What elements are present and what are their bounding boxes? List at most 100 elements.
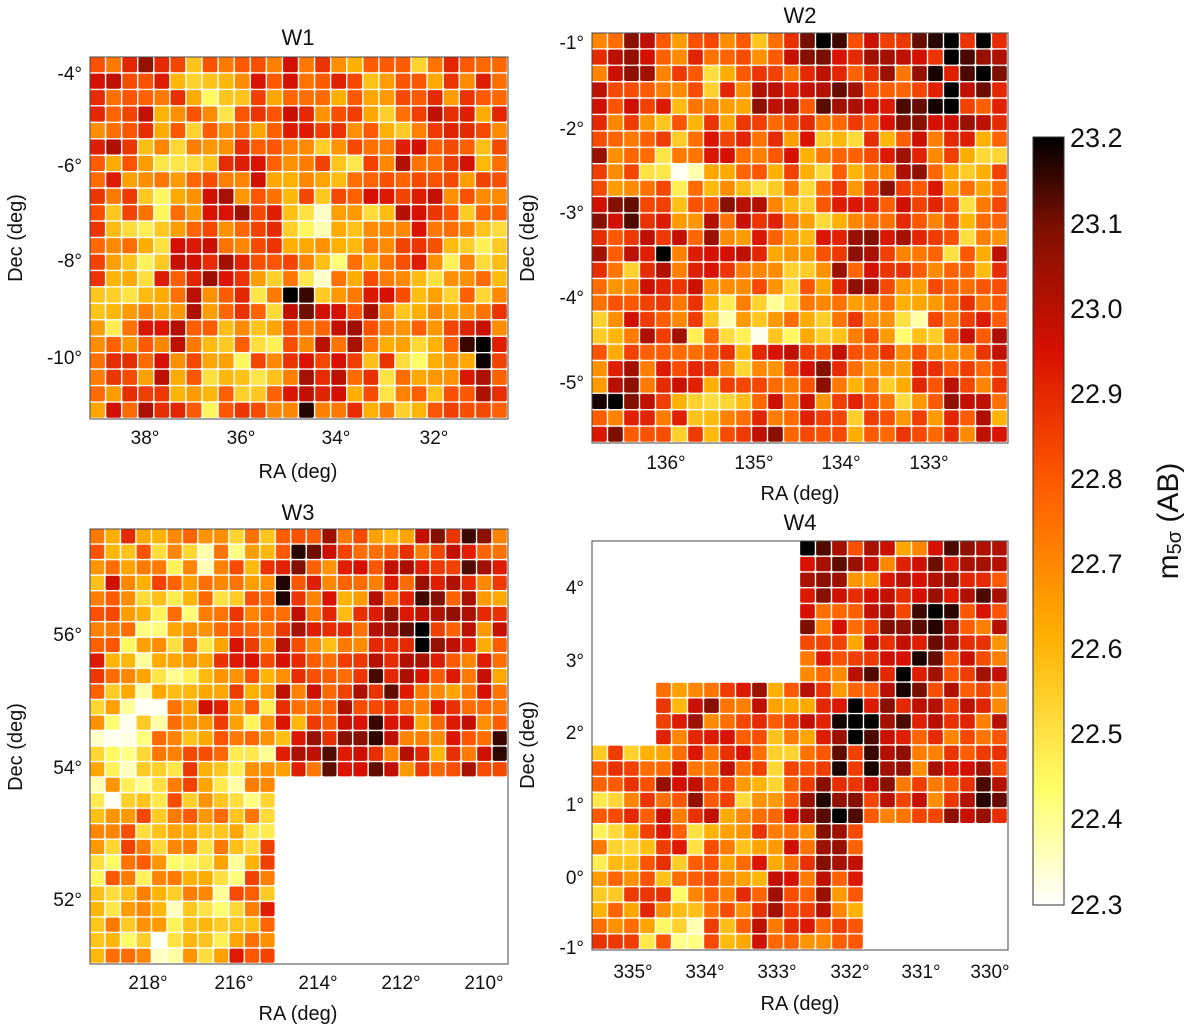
map-tile	[816, 902, 831, 918]
map-tile	[384, 762, 399, 777]
map-tile	[816, 82, 831, 98]
map-tile	[202, 57, 218, 73]
y-tick: -6°	[58, 156, 83, 177]
map-tile	[976, 556, 991, 572]
map-tile	[816, 361, 831, 377]
map-tile	[384, 684, 399, 699]
map-tile	[960, 651, 975, 666]
map-tile	[672, 714, 687, 729]
map-tile	[800, 824, 815, 839]
map-tile	[443, 303, 459, 320]
map-tile	[864, 729, 879, 745]
panel-w4-xticks: 335° 334° 333° 332° 331° 330°	[613, 962, 1009, 983]
map-tile	[384, 544, 399, 559]
map-tile	[446, 699, 461, 715]
map-tile	[800, 33, 815, 49]
map-tile	[912, 603, 927, 619]
map-tile	[477, 622, 492, 637]
map-tile	[446, 591, 461, 606]
map-tile	[928, 279, 943, 295]
map-tile	[260, 560, 275, 575]
map-tile	[198, 839, 213, 855]
map-tile	[218, 139, 234, 155]
map-tile	[768, 295, 783, 311]
map-tile	[960, 65, 975, 81]
map-tile	[105, 839, 120, 855]
map-tile	[322, 591, 337, 606]
map-tile	[106, 106, 121, 122]
map-tile	[368, 560, 383, 575]
map-tile	[912, 556, 927, 572]
map-tile	[379, 188, 395, 204]
map-tile	[427, 139, 443, 155]
map-tile	[138, 188, 154, 204]
map-tile	[250, 254, 266, 270]
map-tile	[202, 402, 218, 418]
map-tile	[120, 606, 136, 622]
map-tile	[90, 139, 105, 155]
map-tile	[353, 715, 368, 730]
map-tile	[234, 188, 250, 204]
map-tile	[752, 197, 767, 213]
map-tile	[363, 122, 379, 139]
map-tile	[306, 684, 322, 699]
map-tile	[229, 699, 244, 715]
map-tile	[154, 155, 170, 171]
map-tile	[816, 682, 831, 698]
map-tile	[477, 746, 492, 761]
map-tile	[105, 715, 120, 730]
map-tile	[832, 666, 847, 682]
y-tick: -8°	[58, 251, 83, 272]
map-tile	[800, 377, 815, 393]
map-tile	[752, 98, 767, 114]
map-tile	[656, 682, 671, 698]
map-tile	[832, 824, 847, 839]
map-tile	[151, 746, 167, 761]
map-tile	[90, 870, 105, 886]
map-tile	[768, 98, 783, 114]
map-tile	[90, 637, 105, 653]
map-tile	[800, 115, 815, 131]
y-tick: 3°	[566, 651, 584, 672]
map-tile	[848, 541, 863, 556]
map-tile	[250, 386, 266, 402]
map-tile	[250, 172, 266, 188]
map-tile	[443, 155, 459, 171]
map-tile	[912, 426, 927, 442]
map-tile	[90, 544, 105, 559]
map-tile	[182, 560, 198, 575]
map-tile	[250, 122, 266, 139]
map-tile	[784, 33, 799, 49]
map-tile	[960, 49, 975, 65]
map-tile	[752, 839, 767, 855]
map-tile	[427, 402, 443, 418]
map-tile	[816, 792, 831, 808]
map-tile	[347, 106, 363, 122]
map-tile	[167, 606, 182, 622]
map-tile	[592, 197, 607, 213]
map-tile	[608, 49, 623, 65]
map-tile	[736, 682, 751, 698]
map-tile	[800, 361, 815, 377]
map-tile	[399, 730, 414, 746]
map-tile	[443, 57, 459, 73]
map-tile	[880, 82, 895, 98]
map-tile	[960, 714, 975, 729]
map-tile	[475, 139, 491, 155]
map-tile	[944, 698, 959, 713]
map-tile	[446, 544, 461, 559]
map-tile	[704, 131, 719, 147]
map-tile	[608, 344, 623, 360]
map-tile	[640, 808, 655, 823]
map-tile	[266, 155, 282, 171]
map-tile	[120, 793, 136, 808]
map-tile	[784, 393, 799, 409]
map-tile	[784, 147, 799, 163]
map-tile	[720, 792, 735, 808]
map-tile	[816, 65, 831, 81]
map-tile	[752, 213, 767, 229]
map-tile	[752, 65, 767, 81]
map-tile	[167, 622, 182, 637]
map-tile	[816, 556, 831, 572]
map-tile	[154, 303, 170, 320]
